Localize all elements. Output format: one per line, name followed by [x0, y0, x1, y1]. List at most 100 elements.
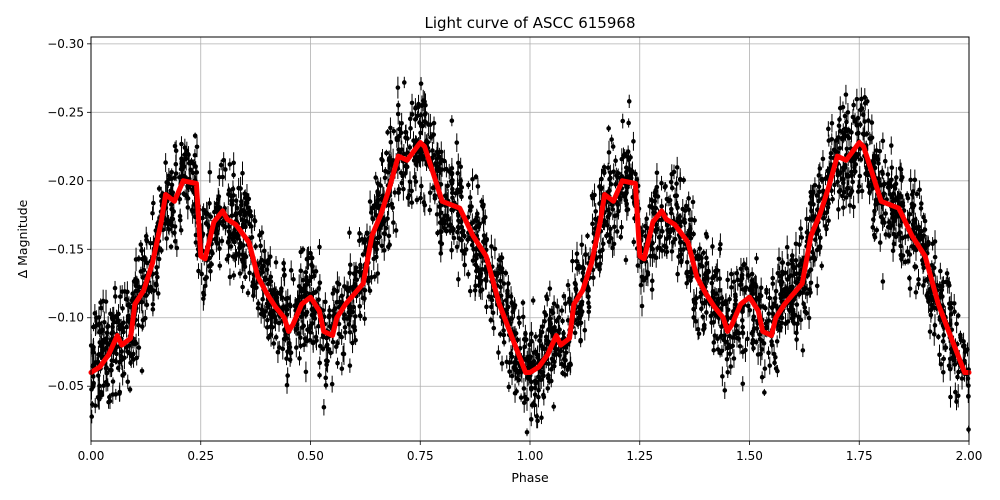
data-point — [449, 118, 455, 124]
data-point — [370, 216, 376, 222]
data-point — [748, 284, 754, 289]
data-point — [620, 118, 626, 124]
data-point — [614, 229, 620, 234]
data-point — [232, 239, 237, 245]
data-point — [119, 349, 124, 354]
data-point — [373, 175, 379, 180]
data-point — [473, 283, 478, 289]
data-point — [173, 161, 179, 167]
data-point — [537, 338, 542, 343]
data-point — [941, 279, 946, 285]
data-point — [654, 184, 660, 190]
data-point — [701, 250, 706, 256]
data-point — [943, 345, 949, 350]
data-point — [342, 325, 348, 330]
data-point — [288, 350, 294, 355]
data-point — [138, 242, 144, 247]
data-point — [117, 294, 123, 299]
data-point — [659, 180, 664, 186]
data-point — [551, 404, 557, 409]
data-point — [874, 148, 879, 153]
data-point — [758, 304, 764, 309]
data-point — [862, 100, 868, 106]
data-point — [735, 277, 741, 283]
data-point — [386, 203, 391, 208]
data-point — [886, 233, 892, 238]
data-point — [395, 85, 401, 90]
data-point — [281, 260, 286, 266]
data-point — [763, 305, 768, 311]
data-point — [317, 360, 323, 366]
data-point — [375, 240, 380, 246]
data-point — [418, 183, 424, 189]
data-point — [710, 244, 715, 249]
data-point — [766, 311, 772, 316]
data-point — [955, 393, 961, 399]
data-point — [253, 244, 258, 249]
data-point — [614, 173, 619, 178]
data-point — [384, 150, 389, 156]
data-point — [296, 331, 302, 336]
data-point — [687, 217, 693, 223]
data-point — [880, 279, 886, 284]
data-point — [628, 155, 633, 160]
data-point — [215, 231, 220, 236]
data-point — [680, 206, 686, 212]
data-point — [89, 387, 94, 392]
data-point — [529, 338, 534, 344]
data-point — [298, 268, 304, 274]
data-point — [952, 358, 957, 363]
data-point — [835, 179, 840, 185]
data-point — [455, 170, 461, 176]
data-point — [845, 110, 851, 115]
data-point — [539, 343, 545, 349]
data-point — [731, 356, 737, 361]
data-point — [353, 314, 358, 319]
data-point — [868, 182, 874, 188]
data-point — [474, 252, 479, 258]
data-point — [678, 251, 684, 257]
data-point — [899, 256, 904, 262]
data-point — [360, 252, 366, 257]
data-point — [287, 344, 293, 350]
data-point — [512, 305, 517, 311]
data-point — [648, 253, 653, 259]
data-point — [938, 268, 943, 274]
data-point — [612, 224, 617, 230]
data-point — [112, 285, 118, 291]
data-point — [456, 276, 461, 282]
data-point — [192, 152, 198, 158]
data-point — [190, 170, 196, 176]
data-point — [459, 194, 464, 200]
data-point — [125, 289, 130, 295]
data-point — [948, 300, 954, 306]
data-point — [97, 383, 102, 389]
data-point — [600, 241, 606, 247]
data-point — [166, 227, 172, 232]
data-point — [649, 278, 655, 284]
data-point — [805, 273, 811, 278]
data-point — [872, 232, 877, 238]
data-point — [284, 356, 289, 361]
data-point — [219, 238, 225, 244]
data-point — [918, 206, 924, 211]
data-point — [194, 144, 200, 150]
data-point — [247, 270, 252, 276]
data-point — [231, 160, 236, 166]
data-point — [467, 195, 473, 200]
data-point — [182, 145, 188, 150]
data-point — [285, 373, 290, 378]
data-point — [725, 277, 731, 283]
data-point — [535, 355, 540, 360]
data-point — [391, 220, 396, 225]
data-point — [515, 337, 520, 343]
data-point — [563, 301, 568, 307]
data-point — [164, 236, 169, 241]
data-point — [311, 273, 317, 279]
data-point — [837, 117, 842, 122]
data-point — [392, 190, 398, 195]
data-point — [590, 195, 596, 201]
data-point — [196, 268, 201, 274]
data-point — [552, 352, 557, 358]
